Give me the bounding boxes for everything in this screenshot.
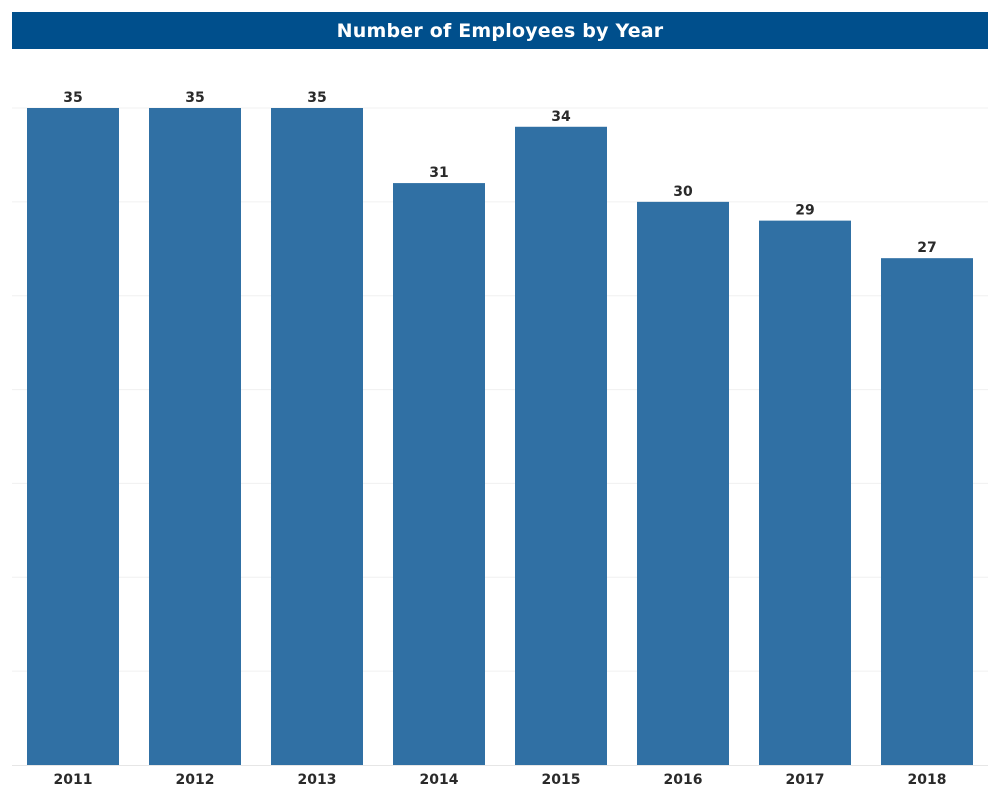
x-tick-2016: 2016 <box>664 772 703 788</box>
data-label-2015: 34 <box>551 109 571 125</box>
data-label-2013: 35 <box>307 90 326 106</box>
bar-2013[interactable] <box>271 108 363 765</box>
x-axis-ticks: 2011 2012 2013 2014 2015 2016 2017 2018 <box>54 772 947 788</box>
x-tick-2014: 2014 <box>420 772 459 788</box>
bar-2012[interactable] <box>149 108 241 765</box>
bar-2018[interactable] <box>881 258 973 765</box>
bar-2011[interactable] <box>27 108 119 765</box>
x-tick-2011: 2011 <box>54 772 93 788</box>
data-labels: 35 35 35 31 34 30 29 27 <box>63 90 936 256</box>
chart-title: Number of Employees by Year <box>12 12 988 49</box>
data-label-2018: 27 <box>917 240 936 256</box>
data-label-2011: 35 <box>63 90 82 106</box>
data-label-2017: 29 <box>795 203 814 219</box>
bar-2016[interactable] <box>637 201 729 765</box>
x-tick-2017: 2017 <box>786 772 825 788</box>
bars <box>27 108 973 766</box>
x-tick-2012: 2012 <box>176 772 215 788</box>
x-tick-2018: 2018 <box>908 772 947 788</box>
x-tick-2013: 2013 <box>298 772 337 788</box>
x-tick-2015: 2015 <box>542 772 581 788</box>
bar-2014[interactable] <box>393 183 485 766</box>
data-label-2014: 31 <box>429 165 448 181</box>
data-label-2016: 30 <box>673 184 693 200</box>
data-label-2012: 35 <box>185 90 204 106</box>
bar-2015[interactable] <box>515 126 607 766</box>
chart-title-text: Number of Employees by Year <box>336 19 664 42</box>
bar-2017[interactable] <box>759 220 851 766</box>
